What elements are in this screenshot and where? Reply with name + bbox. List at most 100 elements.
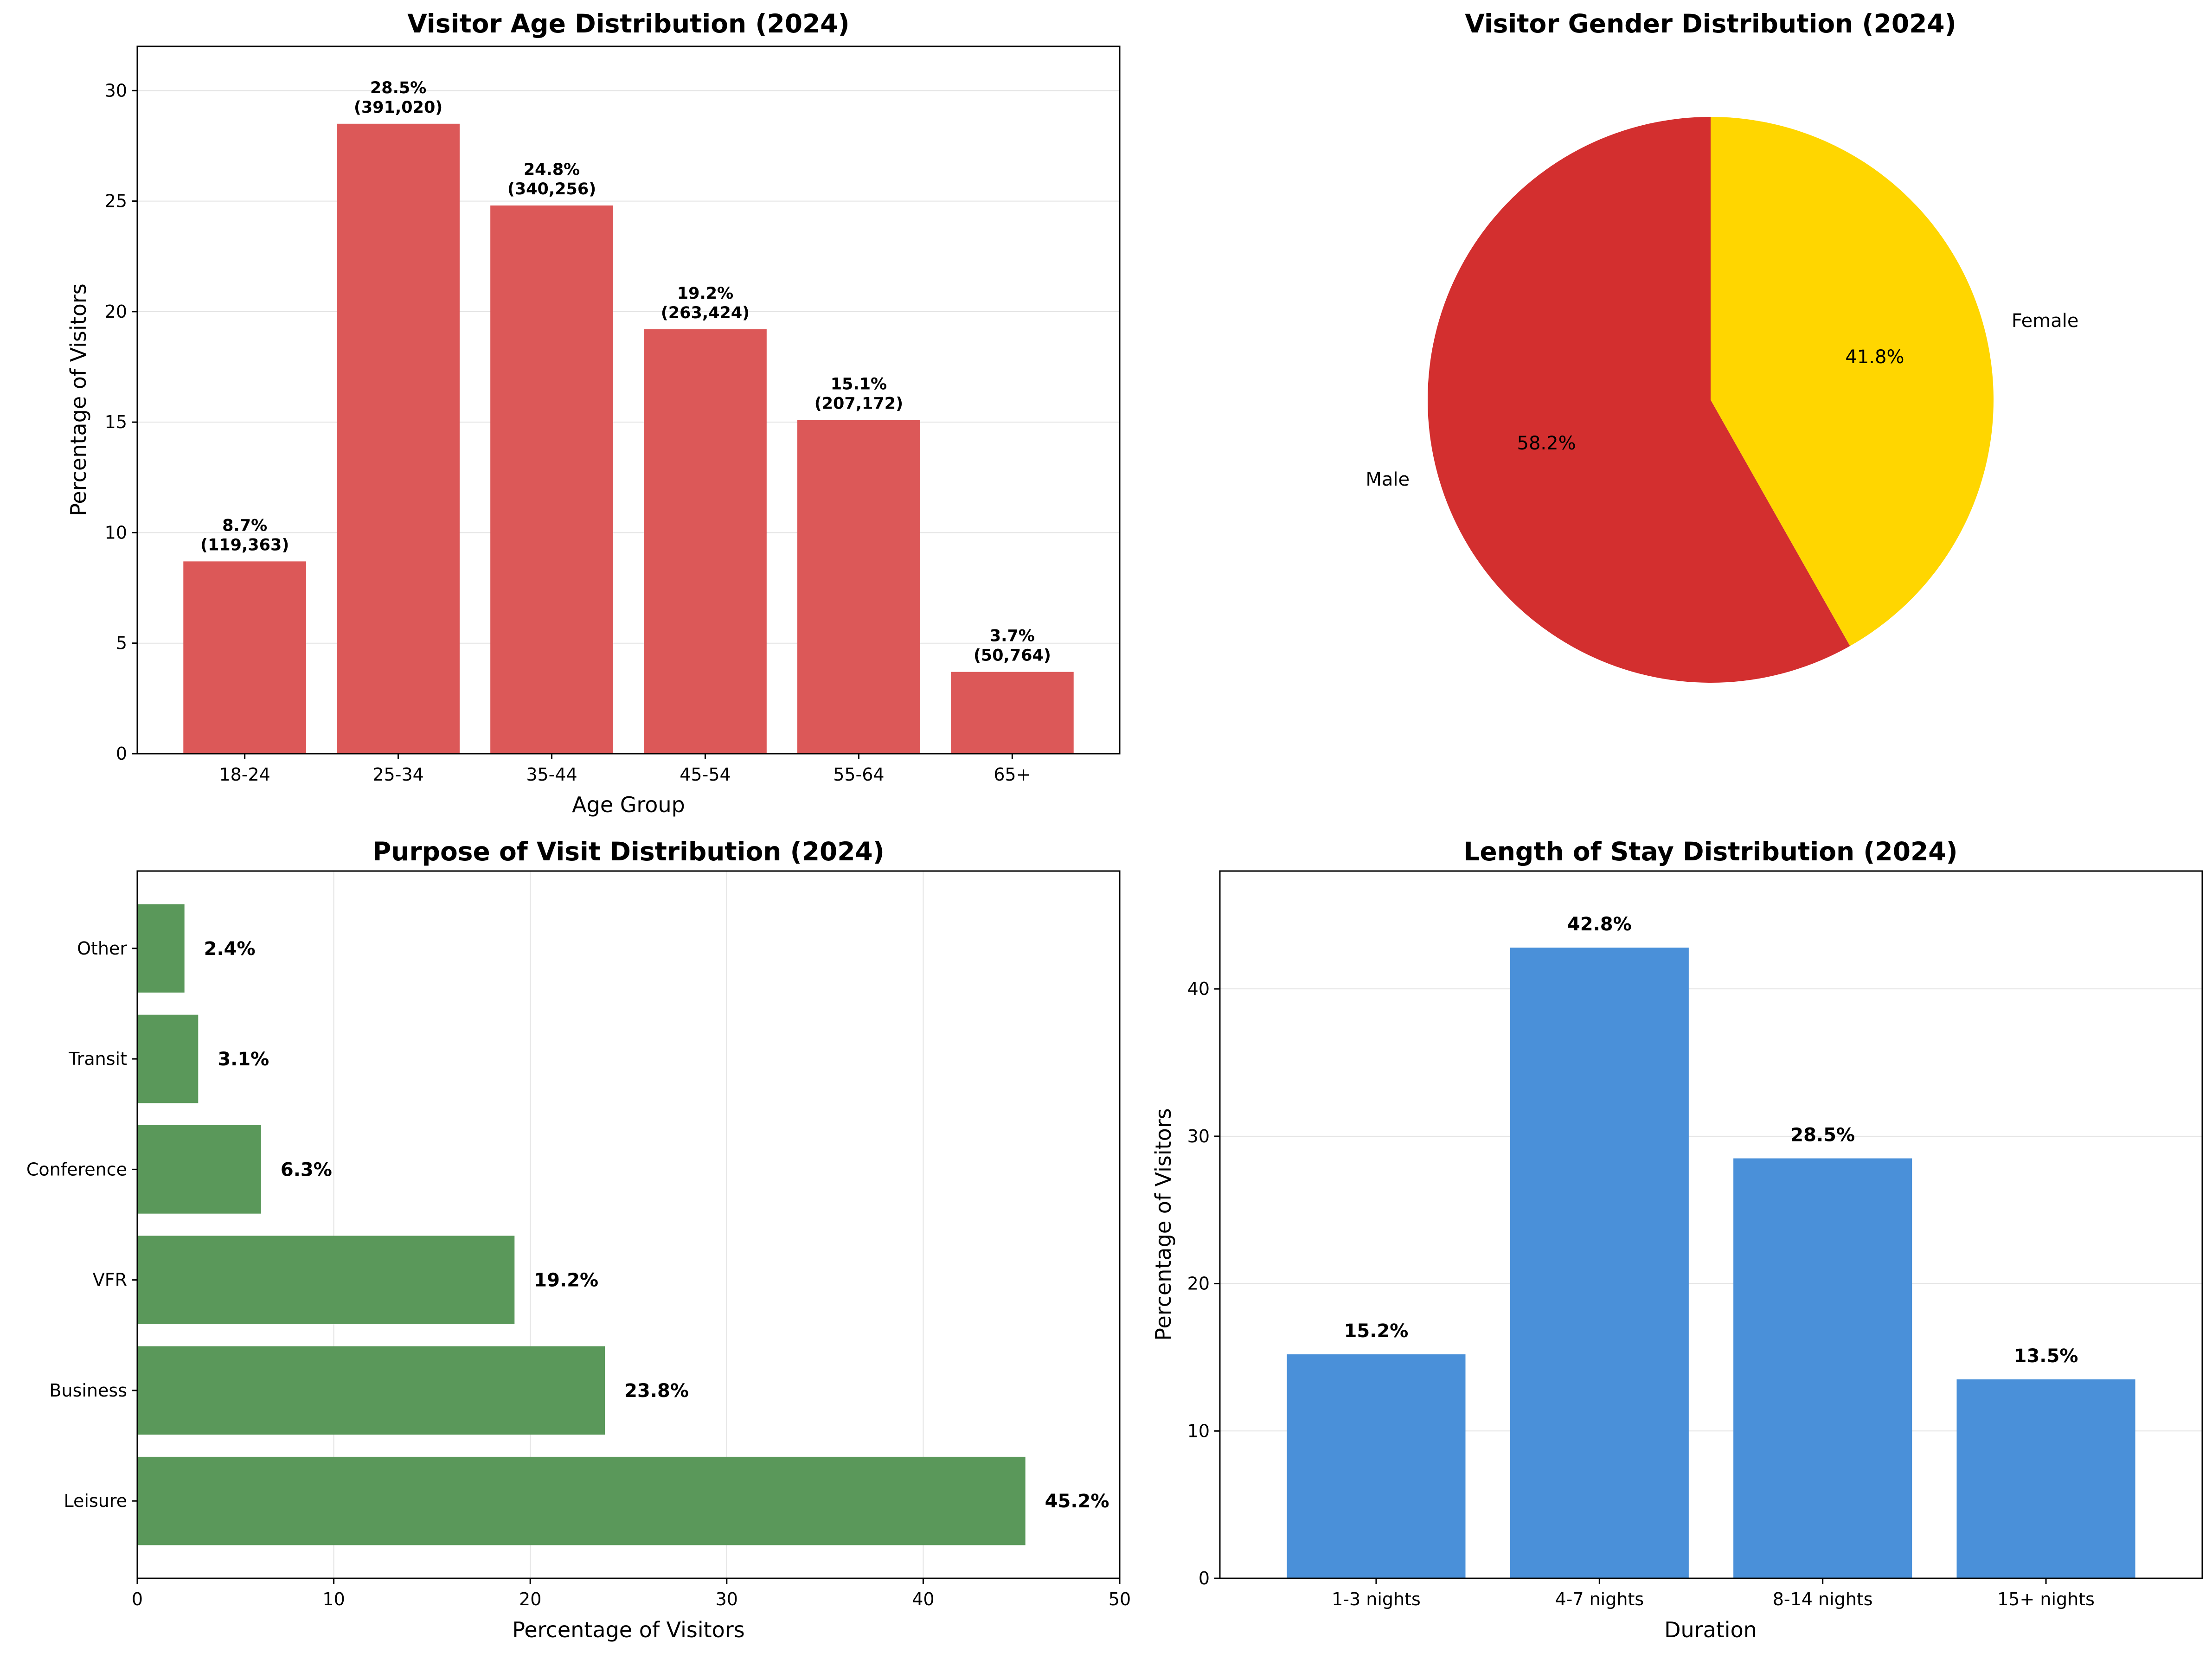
stay-data-label: 28.5%: [1790, 1125, 1855, 1146]
purpose-data-labels: 45.2% 23.8% 19.2% 6.3% 3.1% 2.4%: [204, 938, 1109, 1512]
age-data-label-count: (263,424): [661, 304, 750, 322]
stay-bars: [1287, 948, 2135, 1578]
age-y-tick-label: 5: [116, 633, 127, 654]
age-x-tick-label: 18-24: [219, 764, 270, 785]
age-data-label-pct: 3.7%: [990, 627, 1035, 646]
gender-slice-female: [1711, 117, 1994, 646]
age-x-tick-label: 65+: [994, 764, 1031, 785]
purpose-y-tick-label: Business: [49, 1380, 127, 1401]
stay-plot-frame: [1219, 870, 2203, 1579]
purpose-y-ticks: Leisure Business VFR Conference Transit Other: [26, 938, 137, 1511]
gender-chart: Visitor Gender Distribution (2024) 58.2%…: [1366, 9, 2078, 683]
purpose-x-tick-label: 30: [716, 1589, 738, 1609]
age-y-tick-label: 30: [105, 80, 127, 101]
stay-data-label: 15.2%: [1344, 1320, 1409, 1342]
age-bar: [183, 561, 307, 754]
age-chart: Visitor Age Distribution (2024) 8.7%(119…: [66, 9, 1121, 817]
stay-y-tick-label: 10: [1187, 1421, 1210, 1441]
age-bar: [797, 420, 920, 754]
purpose-y-tick-label: Leisure: [64, 1491, 128, 1511]
stay-x-tick-label: 8-14 nights: [1773, 1589, 1873, 1609]
purpose-y-tick-label: Transit: [68, 1049, 127, 1069]
purpose-chart: Purpose of Visit Distribution (2024) 45.…: [26, 837, 1131, 1642]
stay-y-ticks: 0 10 20 30 40: [1187, 979, 1220, 1589]
age-x-tick-label: 55-64: [833, 764, 884, 785]
purpose-data-label: 19.2%: [534, 1270, 598, 1291]
purpose-x-tick-label: 10: [322, 1589, 345, 1609]
purpose-bar: [137, 904, 185, 993]
purpose-y-tick-label: Conference: [26, 1159, 127, 1179]
age-bar: [337, 123, 460, 754]
purpose-plot-frame: [136, 870, 1121, 1579]
stay-x-tick-label: 4-7 nights: [1555, 1589, 1644, 1609]
age-y-tick-label: 20: [105, 301, 127, 322]
stay-y-axis-label: Percentage of Visitors: [1151, 1108, 1176, 1340]
purpose-bar: [137, 1456, 1026, 1545]
purpose-bars: [137, 904, 1026, 1545]
stay-y-tick-label: 40: [1187, 979, 1210, 999]
purpose-chart-title: Purpose of Visit Distribution (2024): [372, 837, 885, 866]
purpose-y-tick-label: VFR: [93, 1270, 127, 1290]
stay-bar: [1287, 1354, 1466, 1578]
purpose-data-label: 23.8%: [624, 1380, 689, 1402]
age-x-tick-label: 25-34: [372, 764, 423, 785]
age-data-labels: 8.7%(119,363) 28.5%(391,020) 24.8%(340,256…: [200, 79, 1051, 665]
purpose-x-tick-label: 50: [1109, 1589, 1131, 1609]
stay-x-axis-label: Duration: [1664, 1617, 1757, 1642]
age-data-label-count: (207,172): [814, 394, 903, 413]
stay-chart-title: Length of Stay Distribution (2024): [1463, 837, 1957, 866]
gender-pct-label: 58.2%: [1517, 433, 1576, 454]
stay-x-ticks: 1-3 nights 4-7 nights 8-14 nights 15+ night…: [1332, 1578, 2095, 1609]
purpose-x-ticks: 0 10 20 30 40 50: [132, 1578, 1131, 1609]
purpose-data-label: 3.1%: [218, 1049, 269, 1070]
age-y-ticks: 0 5 10 15 20 25 30: [105, 80, 137, 764]
purpose-bar: [137, 1125, 261, 1214]
gender-pie-slices: [1428, 117, 1994, 683]
stay-data-label: 13.5%: [2014, 1345, 2078, 1367]
age-y-tick-label: 15: [105, 412, 127, 432]
gender-category-label: Male: [1366, 469, 1410, 490]
purpose-data-label: 45.2%: [1045, 1491, 1109, 1512]
age-x-axis-label: Age Group: [572, 792, 685, 817]
age-y-axis-label: Percentage of Visitors: [66, 283, 91, 516]
age-data-label-count: (50,764): [974, 647, 1051, 665]
age-x-ticks: 18-24 25-34 35-44 45-54 55-64 65+: [219, 754, 1031, 785]
gender-chart-title: Visitor Gender Distribution (2024): [1465, 9, 1956, 38]
purpose-data-label: 2.4%: [204, 938, 256, 960]
purpose-bar: [137, 1014, 199, 1103]
stay-x-tick-label: 15+ nights: [1997, 1589, 2095, 1609]
stay-data-label: 42.8%: [1567, 914, 1632, 935]
age-y-tick-label: 0: [116, 743, 127, 764]
age-x-tick-label: 35-44: [526, 764, 577, 785]
age-x-tick-label: 45-54: [680, 764, 731, 785]
purpose-bar: [137, 1346, 605, 1435]
stay-bar: [1733, 1158, 1912, 1578]
purpose-data-label: 6.3%: [281, 1159, 332, 1180]
age-data-label-count: (119,363): [200, 536, 289, 554]
purpose-bar: [137, 1236, 515, 1324]
stay-bar: [1956, 1379, 2135, 1578]
age-data-label-pct: 28.5%: [370, 79, 426, 97]
age-bar: [950, 672, 1074, 754]
age-data-label-pct: 8.7%: [222, 516, 267, 535]
purpose-x-tick-label: 40: [912, 1589, 934, 1609]
purpose-y-tick-label: Other: [77, 938, 127, 959]
age-bar: [644, 329, 767, 754]
age-y-tick-label: 10: [105, 522, 127, 543]
age-bars: [183, 123, 1074, 754]
stay-y-tick-label: 30: [1187, 1126, 1210, 1147]
gender-slice-male: [1428, 117, 1850, 683]
age-data-label-count: (391,020): [354, 98, 442, 117]
stay-y-tick-label: 20: [1187, 1274, 1210, 1294]
age-plot-frame: [136, 45, 1121, 755]
age-data-label-pct: 24.8%: [524, 160, 580, 179]
stay-bar: [1510, 948, 1689, 1578]
age-bar: [490, 205, 613, 754]
purpose-x-tick-label: 0: [132, 1589, 143, 1609]
stay-x-tick-label: 1-3 nights: [1332, 1589, 1421, 1609]
age-y-tick-label: 25: [105, 191, 127, 211]
gender-category-label: Female: [2012, 310, 2079, 332]
stay-y-tick-label: 0: [1199, 1568, 1210, 1589]
stay-chart: Length of Stay Distribution (2024) 15.2%…: [1151, 837, 2203, 1642]
